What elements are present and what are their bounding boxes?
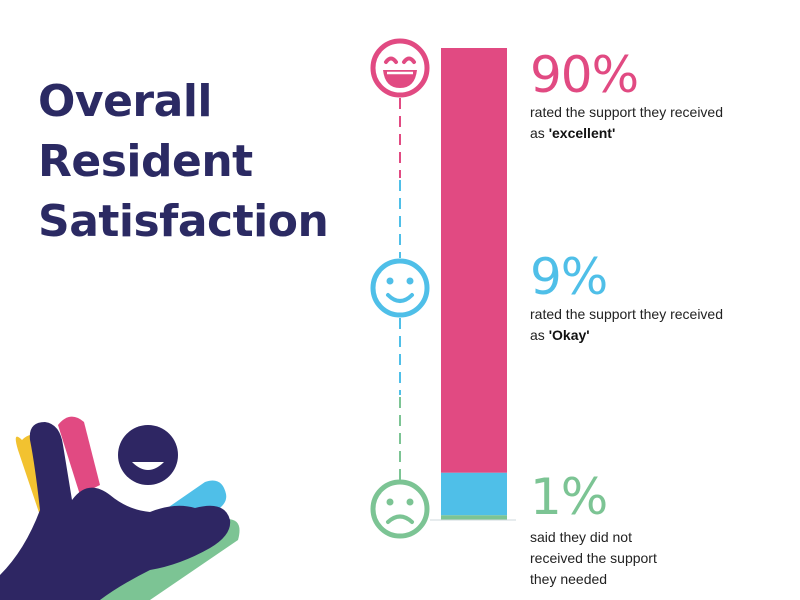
stat-excellent-desc: rated the support they received as 'exce…	[530, 102, 730, 144]
sad-face-icon	[370, 479, 430, 539]
stat-okay-desc: rated the support they received as 'Okay…	[530, 304, 730, 346]
stat-excellent-pct: 90%	[530, 46, 639, 104]
stat-not-received-line-1: said they did not	[530, 529, 632, 545]
hand-ball-face	[118, 425, 178, 485]
stat-okay-pct: 9%	[530, 248, 608, 306]
laughing-face-icon	[370, 38, 430, 98]
hand-ball-smile	[132, 462, 164, 470]
stat-not-received-line-2: received the support	[530, 550, 657, 566]
stat-excellent-text: rated the support they received as 'exce…	[530, 104, 724, 141]
bar-segment-okay	[441, 472, 507, 516]
stat-not-received-line-3: they needed	[530, 571, 608, 587]
bar-segment-excellent	[441, 48, 507, 473]
stat-not-received-desc: said they did not received the support t…	[530, 527, 730, 590]
hand-finger-pink	[58, 416, 100, 495]
stat-okay-text: rated the support they received as 'Okay…	[530, 306, 724, 343]
smiling-face-icon	[370, 258, 430, 318]
title-line-1: Overall	[38, 76, 212, 127]
title-line-3: Satisfaction	[38, 196, 329, 247]
colorful-hand-illustration	[0, 416, 240, 600]
bar-segment-not-received	[441, 515, 507, 520]
hand-palm	[0, 422, 231, 600]
stat-not-received-pct: 1%	[530, 468, 608, 526]
page-title: Overall Resident Satisfaction	[38, 72, 368, 252]
title-line-2: Resident	[38, 136, 253, 187]
